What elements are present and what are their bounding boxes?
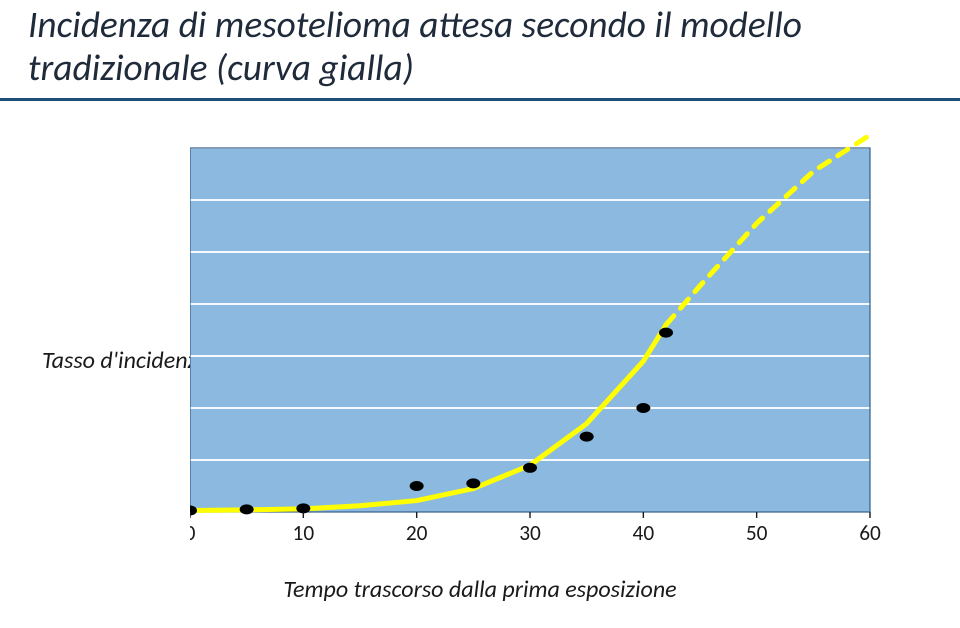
x-tick-label: 40 [633,520,655,546]
x-tick-label: 0 [190,520,196,546]
data-point [523,463,537,473]
plot-bg [190,148,870,512]
x-tick-label: 20 [406,520,428,546]
data-point [296,503,310,513]
x-tick-label: 50 [746,520,768,546]
slide-title: Incidenza di mesotelioma attesa secondo … [28,4,908,90]
data-point [580,432,594,442]
x-tick-label: 10 [293,520,315,546]
x-tick-label: 60 [859,520,881,546]
title-rule [0,98,960,101]
x-axis-label: Tempo trascorso dalla prima esposizione [283,575,676,604]
data-point [659,328,673,338]
title-line-1: Incidenza di mesotelioma attesa secondo … [28,4,908,47]
data-point [636,403,650,413]
data-point [240,504,254,514]
title-line-2: tradizionale (curva gialla) [28,47,908,90]
data-point [466,478,480,488]
x-tick-label: 30 [519,520,541,546]
incidence-chart: 0 10 20 30 40 50 60 [190,134,918,564]
y-axis-label: Tasso d'incidenza [42,346,209,375]
data-point [410,481,424,491]
chart-container: Tasso d'incidenza 0 10 20 30 40 50 60 Tempo tr… [42,134,918,604]
